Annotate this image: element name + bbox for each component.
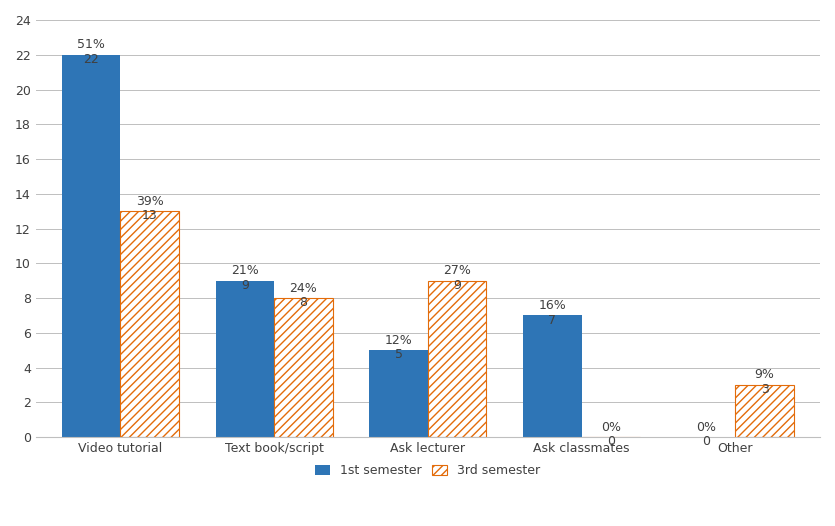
Text: 21%: 21% [231, 264, 259, 277]
Text: 3: 3 [761, 383, 768, 396]
Text: 5: 5 [395, 348, 402, 361]
Text: 13: 13 [142, 209, 158, 222]
Bar [369, 350, 428, 437]
Text: 12%: 12% [385, 333, 412, 347]
Bar [428, 281, 486, 437]
Text: 16%: 16% [539, 299, 566, 312]
Bar [215, 281, 274, 437]
Text: 0: 0 [702, 436, 711, 448]
Text: 39%: 39% [135, 195, 164, 208]
Bar [120, 211, 179, 437]
Text: 9: 9 [453, 279, 461, 292]
Bar [524, 316, 582, 437]
Text: 8: 8 [299, 296, 307, 309]
Text: 0: 0 [607, 436, 615, 448]
Text: 51%: 51% [77, 38, 105, 51]
Text: 22: 22 [84, 53, 99, 66]
Text: 27%: 27% [443, 264, 471, 277]
Text: 9: 9 [241, 279, 249, 292]
Text: 7: 7 [549, 313, 556, 327]
Bar [736, 385, 794, 437]
Text: 9%: 9% [755, 369, 775, 381]
Text: 24%: 24% [290, 281, 317, 295]
Bar [62, 55, 120, 437]
Bar [274, 298, 332, 437]
Text: 0%: 0% [601, 421, 621, 433]
Legend: 1st semester, 3rd semester: 1st semester, 3rd semester [311, 460, 544, 481]
Text: 0%: 0% [696, 421, 716, 433]
